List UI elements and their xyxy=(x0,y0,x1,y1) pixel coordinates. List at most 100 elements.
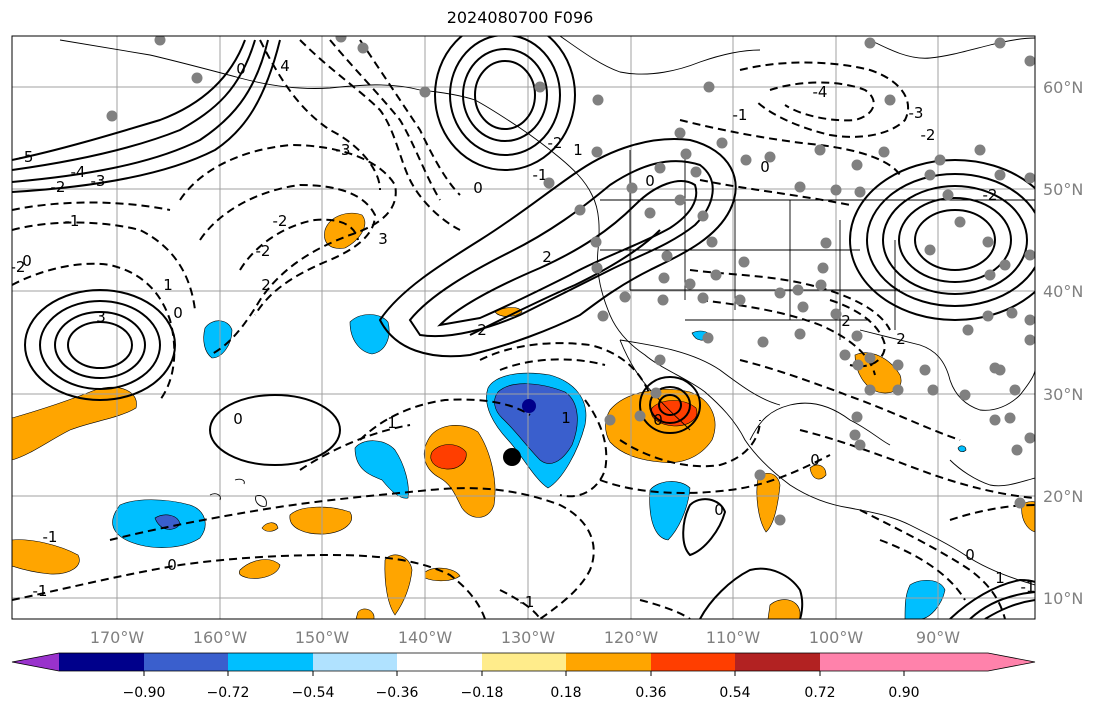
dashed-contours xyxy=(12,39,1035,619)
station-dot xyxy=(674,127,686,139)
contour-line xyxy=(378,138,737,358)
contour-label: 0 xyxy=(653,411,663,429)
station-dot xyxy=(702,332,714,344)
station-dot xyxy=(658,272,670,284)
coastline xyxy=(255,495,267,507)
contour-label: 0 xyxy=(714,501,724,519)
station-dot xyxy=(674,194,686,206)
colorbar-tick-label: 0.18 xyxy=(550,685,581,701)
contour-line xyxy=(109,487,595,619)
station-dot xyxy=(654,162,666,174)
latitude-label: 50°N xyxy=(1043,180,1083,199)
station-dot xyxy=(984,269,996,281)
contour-label: -4 xyxy=(71,163,86,181)
contour-line xyxy=(859,509,1006,619)
contour-line xyxy=(898,197,1012,283)
contour-label: -1 xyxy=(33,582,48,600)
station-dot xyxy=(764,151,776,163)
station-dot xyxy=(661,250,673,262)
contour-line xyxy=(12,39,269,183)
contour-line xyxy=(599,454,831,494)
contour-label: 3 xyxy=(96,308,106,326)
station-dot xyxy=(706,236,718,248)
contour-line xyxy=(969,591,1035,619)
contour-line xyxy=(619,419,761,468)
contour-label: -3 xyxy=(909,104,924,122)
contour-label: -1 xyxy=(520,593,535,611)
contour-label: -3 xyxy=(91,172,106,190)
contour-line xyxy=(649,386,691,424)
latitude-labels: 60°N 50°N 40°N 30°N 20°N 10°N xyxy=(1043,78,1083,608)
station-dot xyxy=(357,42,369,54)
shaded-anomaly-areas xyxy=(12,212,1035,619)
station-dot xyxy=(830,308,842,320)
contour-line xyxy=(408,160,714,338)
contour-line xyxy=(179,143,397,356)
station-dot xyxy=(994,169,1006,181)
contour-label: -2 xyxy=(548,134,563,152)
station-dot xyxy=(878,146,890,158)
station-dot xyxy=(994,37,1006,49)
station-dot xyxy=(106,110,118,122)
station-dot xyxy=(892,359,904,371)
station-dot xyxy=(864,384,876,396)
station-dot xyxy=(1024,334,1035,346)
coastline xyxy=(234,478,245,485)
contour-line xyxy=(949,578,1035,619)
station-dot xyxy=(815,279,827,291)
contour-line xyxy=(679,119,901,176)
colorbar-tick-label: 0.72 xyxy=(804,685,835,701)
latitude-label: 30°N xyxy=(1043,385,1083,404)
station-dot xyxy=(740,154,752,166)
contour-line xyxy=(259,39,381,191)
contour-line xyxy=(769,81,875,122)
contour-line xyxy=(682,498,727,557)
contour-label: -2 xyxy=(273,212,288,230)
station-dot xyxy=(657,294,669,306)
contour-label: 0 xyxy=(173,304,183,322)
station-dot xyxy=(1011,444,1023,456)
contour-label: 0 xyxy=(22,252,32,270)
low-center-marker xyxy=(522,399,536,413)
coastline xyxy=(869,37,1035,59)
contour-line xyxy=(12,201,171,211)
colorbar-segment xyxy=(228,653,313,671)
contour-line xyxy=(639,599,691,619)
station-dot xyxy=(754,469,766,481)
contour-label: -2 xyxy=(983,186,998,204)
station-dot xyxy=(654,354,666,366)
station-dot xyxy=(757,336,769,348)
positive-anomaly-area xyxy=(430,444,467,470)
station-dot xyxy=(710,269,722,281)
contour-label: -4 xyxy=(813,83,828,101)
contour-line xyxy=(949,504,1035,521)
contour-label: -1 xyxy=(533,166,548,184)
contour-line xyxy=(359,39,461,196)
station-dot xyxy=(690,166,702,178)
positive-anomaly-area xyxy=(384,554,413,616)
station-dot xyxy=(604,414,616,426)
station-dot xyxy=(1024,432,1035,444)
station-dot xyxy=(1024,249,1035,261)
contour-line xyxy=(499,358,606,371)
station-dot xyxy=(989,414,1001,426)
station-dot xyxy=(644,207,656,219)
contour-line xyxy=(239,218,359,271)
colorbar-tick-label: 0.54 xyxy=(719,685,750,701)
coastline xyxy=(59,39,421,91)
station-dot xyxy=(684,278,696,290)
contour-line xyxy=(689,269,891,331)
colorbar-segment xyxy=(397,653,482,671)
station-dot xyxy=(1014,497,1026,509)
contour-line xyxy=(209,394,341,466)
colorbar: −0.90 −0.72 −0.54 −0.36 −0.18 0.18 0.36 … xyxy=(11,652,1036,701)
contour-label: 0 xyxy=(760,158,770,176)
contour-label: 3 xyxy=(378,230,388,248)
contour-line xyxy=(12,553,486,619)
contour-label: -2 xyxy=(11,258,26,276)
station-dot xyxy=(191,72,203,84)
contour-line xyxy=(12,221,196,311)
map-title: 2024080700 F096 xyxy=(446,8,594,27)
contour-line xyxy=(699,179,851,206)
station-dot xyxy=(919,364,931,376)
